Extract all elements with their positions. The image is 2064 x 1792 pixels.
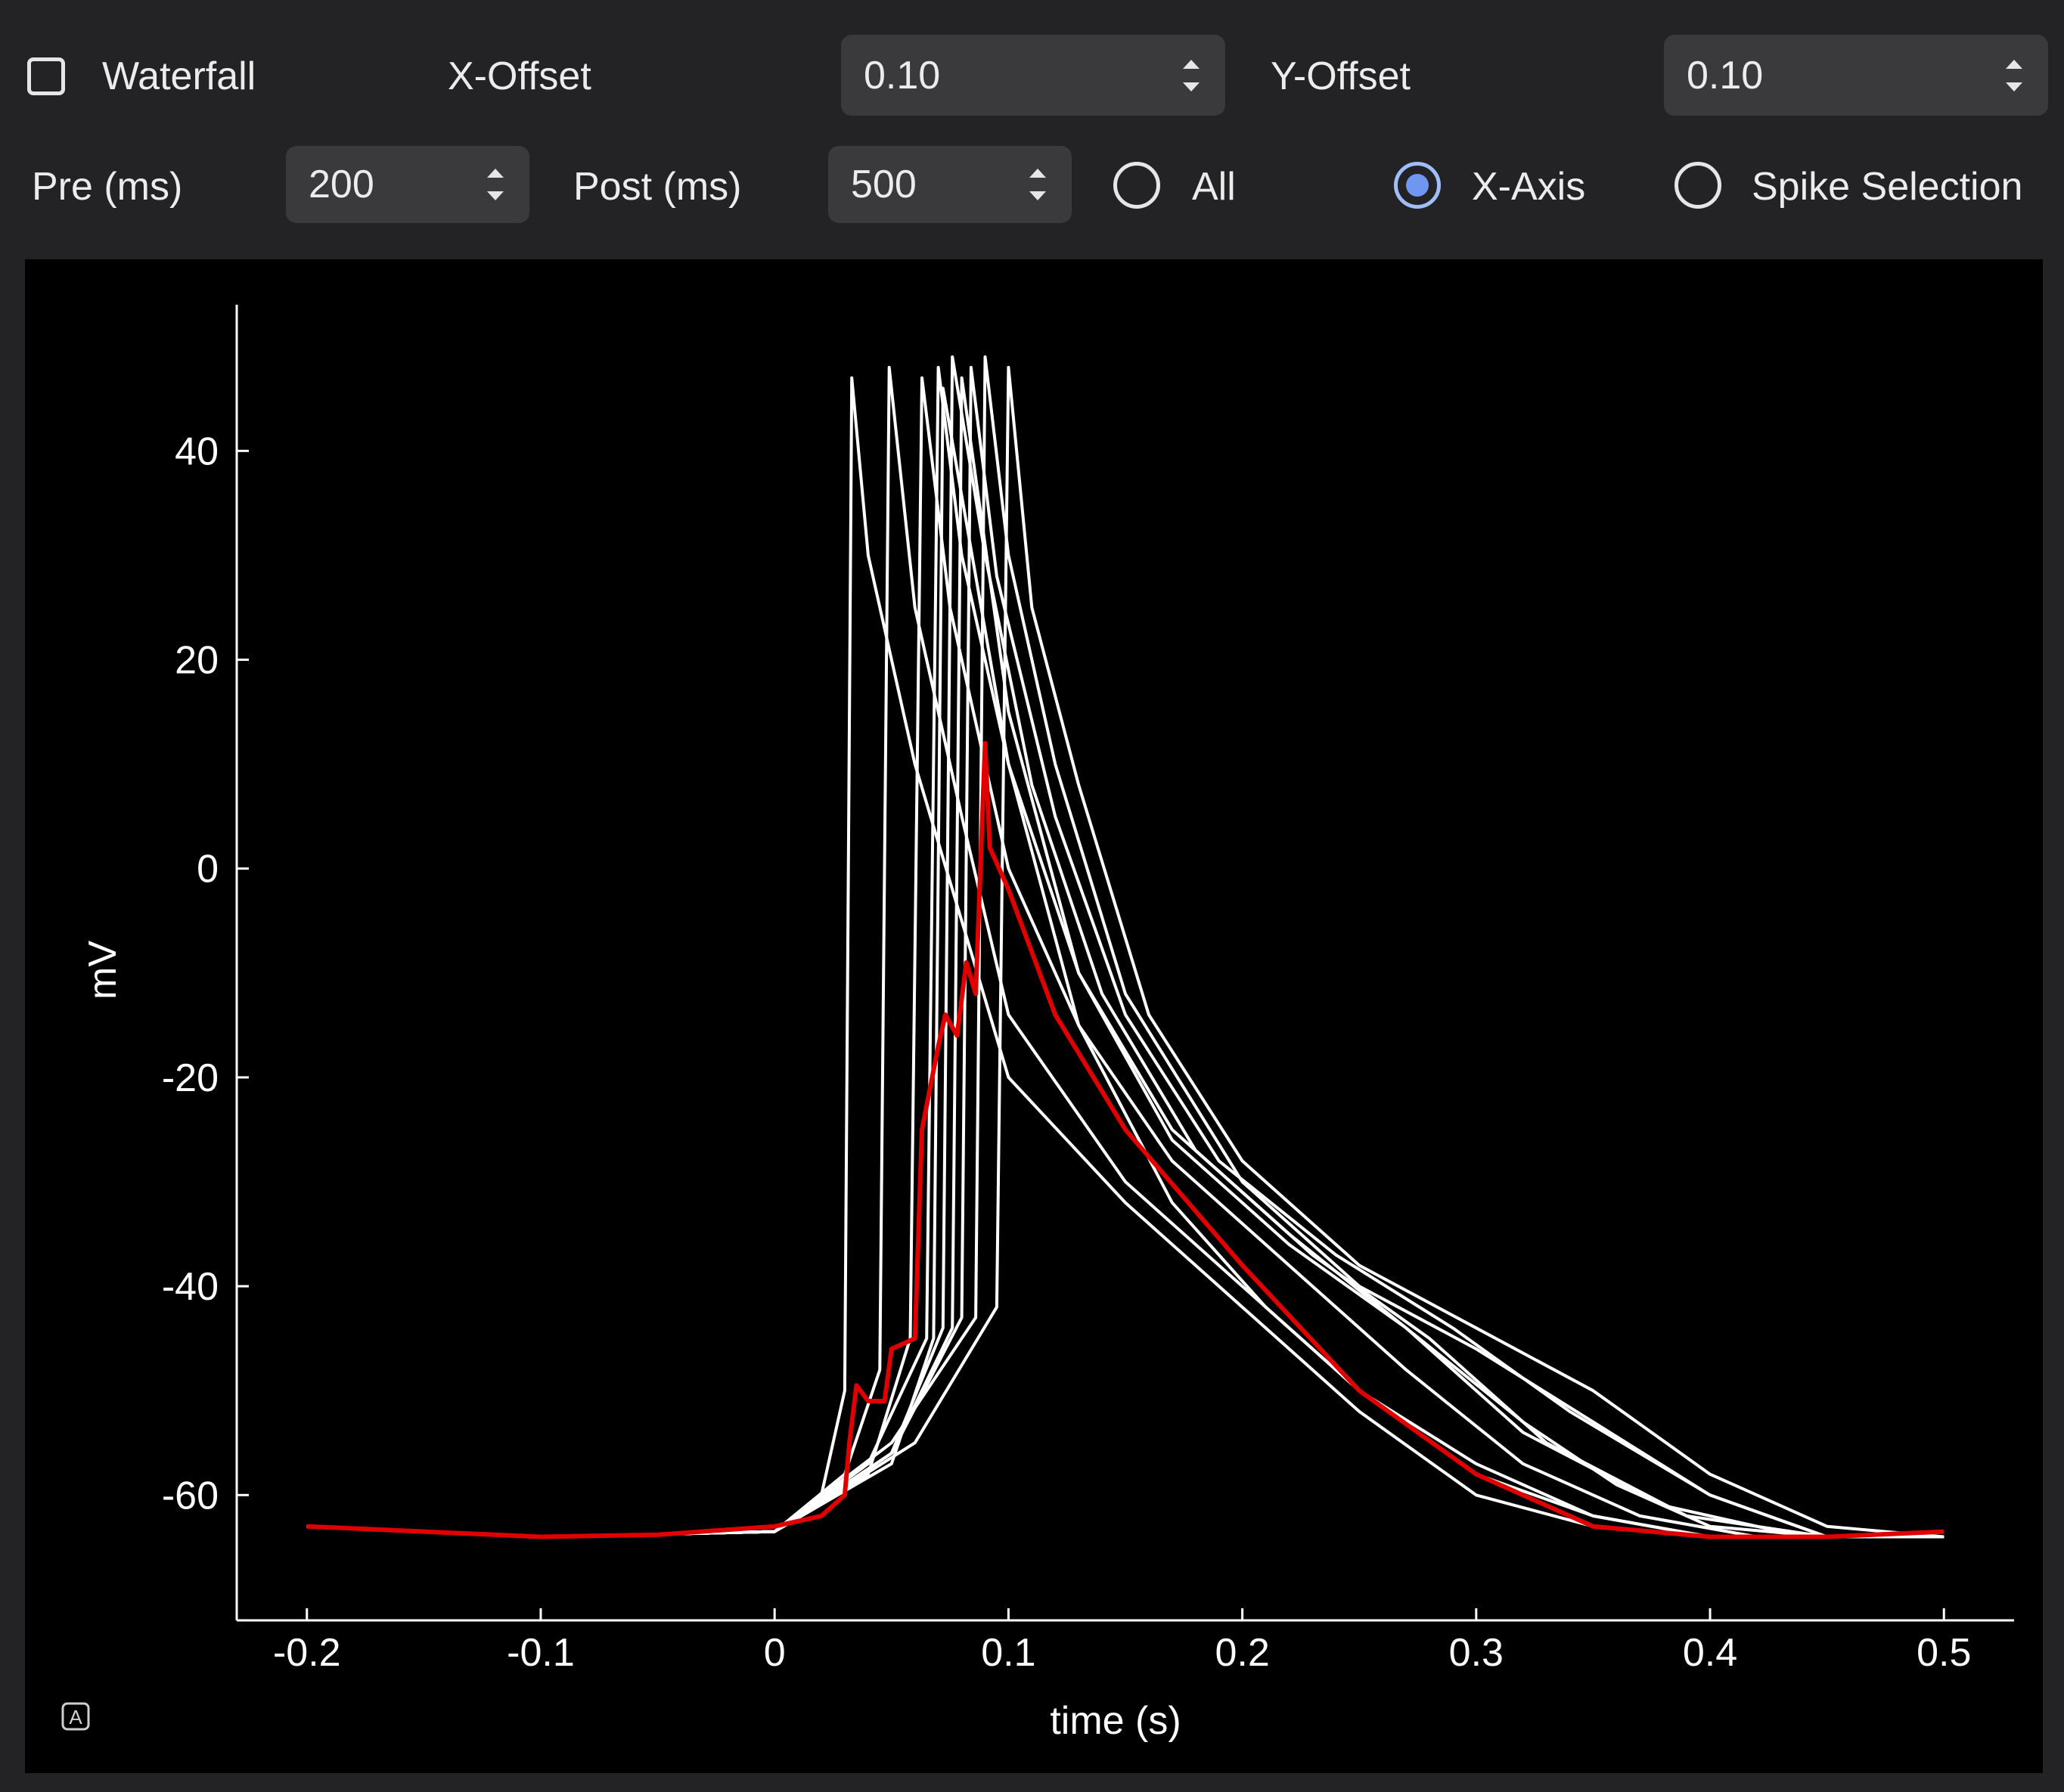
waterfall-checkbox[interactable] [27, 57, 65, 95]
x-tick-label: 0.2 [1215, 1631, 1269, 1675]
y-axis-label: mV [81, 941, 125, 1000]
spin-arrows-icon[interactable] [484, 161, 507, 208]
trace-line [306, 376, 1945, 1539]
x-offset-spinbox[interactable]: 0.10 [841, 35, 1225, 116]
spin-arrows-icon[interactable] [2003, 52, 2025, 99]
radio-spike-selection[interactable] [1674, 162, 1721, 209]
trace-line [306, 355, 1945, 1539]
trace-line [306, 386, 1945, 1539]
y-tick-label: 40 [175, 429, 219, 473]
spin-arrows-icon[interactable] [1026, 161, 1049, 208]
trace-line [306, 376, 1945, 1539]
trace-chart[interactable]: -0.2 -0.1 0 0.1 0.2 0.3 0.4 0.5 -60 -40 -20 0 20 40 t… [25, 259, 2043, 1773]
trace-line [306, 365, 1945, 1539]
plot-area[interactable]: -0.2 -0.1 0 0.1 0.2 0.3 0.4 0.5 -60 -40 -20 0 20 40 t… [25, 259, 2043, 1773]
svg-text:A: A [69, 1706, 82, 1728]
trace-line [306, 365, 1945, 1539]
radio-x-axis[interactable] [1394, 162, 1441, 209]
post-value: 500 [851, 163, 917, 206]
post-spinbox[interactable]: 500 [828, 146, 1072, 223]
x-offset-label: X-Offset [448, 54, 591, 98]
x-tick-label: 0.4 [1683, 1631, 1737, 1675]
trace-line [306, 365, 1945, 1539]
x-tick-label: 0.3 [1449, 1631, 1504, 1675]
x-axis-label: time (s) [1050, 1699, 1181, 1743]
x-tick-label: -0.1 [507, 1631, 575, 1675]
waterfall-label: Waterfall [102, 54, 256, 98]
x-tick-label: 0.1 [981, 1631, 1035, 1675]
traces [306, 355, 1945, 1539]
y-tick-label: -60 [162, 1474, 219, 1518]
radio-spike-selection-label: Spike Selection [1752, 165, 2023, 209]
y-offset-label: Y-Offset [1271, 54, 1411, 98]
y-tick-label: 20 [175, 639, 219, 683]
radio-x-axis-label: X-Axis [1472, 165, 1586, 209]
radio-all-label: All [1192, 165, 1236, 209]
x-tick-label: -0.2 [273, 1631, 341, 1675]
axes: -0.2 -0.1 0 0.1 0.2 0.3 0.4 0.5 -60 -40 -20 0 20 40 [162, 305, 2014, 1675]
y-offset-value: 0.10 [1687, 53, 1764, 98]
auto-range-icon[interactable]: A [61, 1702, 90, 1731]
spin-arrows-icon[interactable] [1180, 52, 1203, 99]
trace-line [306, 365, 1945, 1539]
y-offset-spinbox[interactable]: 0.10 [1664, 35, 2048, 116]
trace-line [306, 355, 1945, 1539]
x-offset-value: 0.10 [864, 53, 941, 98]
y-tick-label: -20 [162, 1056, 219, 1100]
pre-spinbox[interactable]: 200 [286, 146, 529, 223]
y-tick-label: -40 [162, 1265, 219, 1309]
x-tick-label: 0 [764, 1631, 786, 1675]
x-tick-label: 0.5 [1917, 1631, 1971, 1675]
pre-value: 200 [309, 163, 374, 206]
post-label: Post (ms) [573, 165, 742, 209]
y-tick-label: 0 [197, 848, 219, 891]
pre-label: Pre (ms) [32, 165, 183, 209]
trace-line [306, 376, 1945, 1539]
average-trace [306, 741, 1945, 1539]
radio-all[interactable] [1113, 162, 1160, 209]
